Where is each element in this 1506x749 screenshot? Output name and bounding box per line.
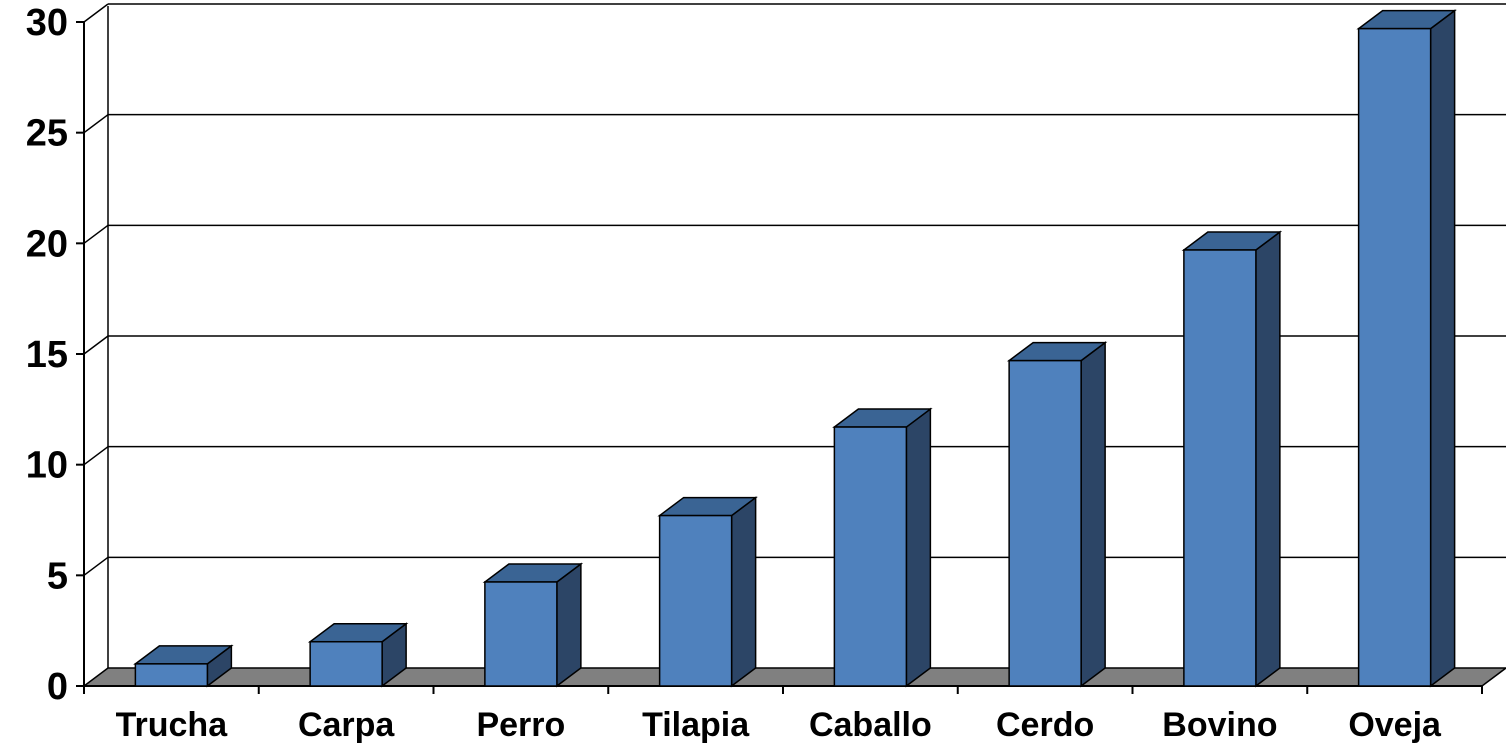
bar-side: [1429, 9, 1456, 688]
bar-side: [1080, 341, 1106, 688]
category-label: Tilapia: [642, 706, 750, 744]
category-label: Cerdo: [996, 706, 1094, 744]
y-tick-label: 15: [26, 334, 68, 376]
bar-side: [730, 496, 757, 688]
y-tick-label: 30: [26, 2, 68, 44]
bar: [133, 644, 234, 688]
category-label: Oveja: [1348, 706, 1442, 744]
bar-side: [556, 562, 582, 688]
bar: [832, 407, 933, 688]
gridlines: [83, 3, 1506, 576]
category-label: Caballo: [809, 706, 932, 744]
gridline-diagonal: [83, 224, 109, 244]
bar-front: [134, 663, 209, 687]
bar: [307, 622, 409, 688]
gridline-diagonal: [83, 3, 109, 23]
gridline-diagonal: [83, 114, 109, 134]
bars: [133, 9, 1457, 688]
bar: [1006, 341, 1108, 688]
y-tick-labels: 0 5 10 15 20 25 30: [26, 2, 68, 708]
bar-front: [1183, 249, 1257, 687]
bar-front: [833, 426, 908, 687]
bar: [1181, 230, 1283, 688]
y-tick-label: 0: [47, 666, 68, 708]
bar: [657, 496, 758, 688]
gridline-diagonal: [83, 556, 109, 576]
bar: [482, 562, 584, 688]
y-tick-label: 20: [26, 223, 68, 265]
category-label: Trucha: [116, 706, 229, 744]
category-labels: Trucha Carpa Perro Tilapia Caballo Cerdo Bovin…: [116, 706, 1442, 744]
bar-side: [1255, 230, 1281, 688]
bar-front: [309, 640, 383, 687]
bar-front: [1357, 27, 1432, 687]
floor-plane: [81, 667, 1506, 687]
y-tick-label: 10: [26, 445, 68, 487]
gridline-diagonal: [83, 446, 109, 466]
category-label: Perro: [476, 706, 565, 744]
bar-side: [905, 407, 932, 688]
chart-floor: [81, 667, 1506, 687]
bar-front: [1008, 359, 1082, 687]
y-tick-label: 25: [26, 113, 68, 155]
category-label: Carpa: [298, 706, 395, 744]
bar: [1356, 9, 1457, 688]
gridline-diagonal: [83, 335, 109, 355]
bar-front: [484, 581, 558, 687]
bar-front: [658, 514, 733, 687]
y-tick-label: 5: [47, 555, 68, 597]
category-label: Bovino: [1162, 706, 1277, 744]
